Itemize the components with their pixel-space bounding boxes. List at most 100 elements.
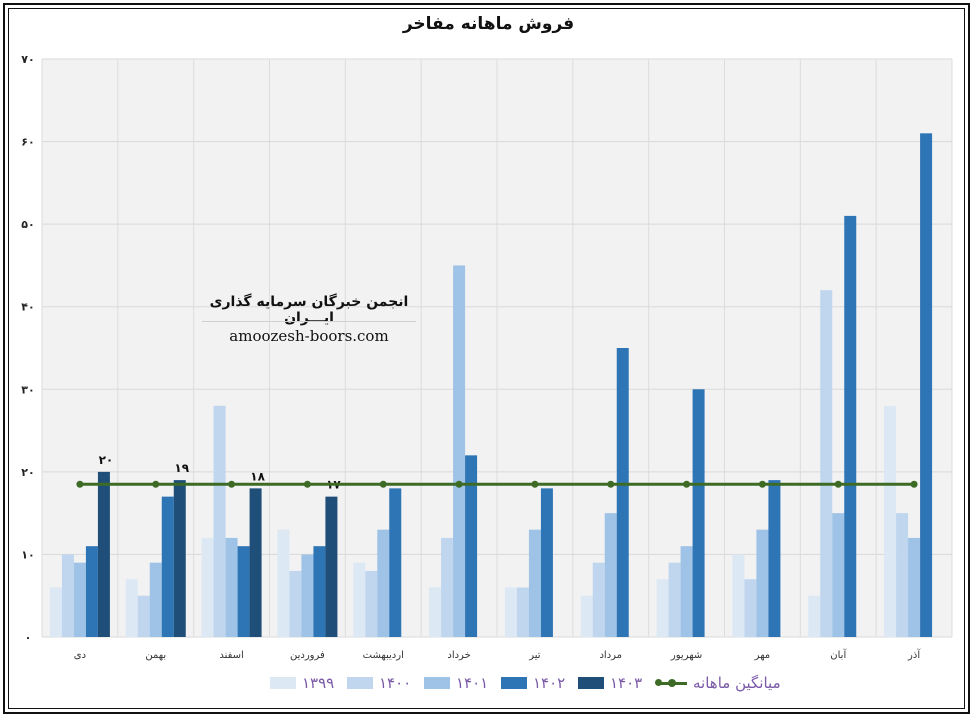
bar-۱۴۰۰ (441, 537, 454, 637)
bar-۱۴۰۱ (908, 537, 921, 637)
bar-۱۴۰۲ (389, 488, 402, 637)
x-tick-label: اردیبهشت (363, 650, 404, 661)
bar-۱۴۰۰ (213, 405, 226, 637)
legend-label: میانگین ماهانه (693, 674, 781, 692)
bar-۱۴۰۲ (768, 480, 781, 637)
y-tick-label: ۴۰ (21, 301, 34, 314)
bar-۱۴۰۰ (61, 554, 74, 637)
legend-label: ۱۴۰۱ (456, 674, 489, 692)
bar-۱۴۰۲ (313, 546, 326, 637)
watermark: انجمن خبرگان سرمایه گذاری ایـــران amooz… (198, 288, 420, 352)
inner-frame (8, 8, 965, 709)
bar-۱۴۰۱ (301, 554, 314, 637)
legend-swatch (270, 677, 296, 689)
bar-۱۴۰۰ (137, 595, 150, 637)
bar-۱۴۰۲ (465, 455, 478, 637)
bar-۱۴۰۰ (668, 562, 681, 637)
bar-۱۴۰۱ (756, 529, 769, 637)
x-tick-label: بهمن (145, 650, 166, 661)
legend-line-swatch (655, 677, 687, 689)
legend-item-1399: ۱۳۹۹ (270, 672, 334, 694)
average-point (152, 480, 160, 488)
bar-۱۴۰۳ (325, 496, 338, 637)
x-tick-label: تیر (528, 650, 541, 661)
bar-۱۳۹۹ (580, 595, 593, 637)
bar-۱۴۰۲ (237, 546, 250, 637)
average-point (76, 480, 84, 488)
bar-۱۳۹۹ (808, 595, 821, 637)
average-point (607, 480, 615, 488)
average-point (531, 480, 539, 488)
data-label: ۲۰ (99, 453, 114, 467)
bar-۱۴۰۲ (161, 496, 174, 637)
x-tick-label: مرداد (599, 650, 622, 661)
bar-۱۳۹۹ (277, 529, 290, 637)
legend-label: ۱۳۹۹ (302, 674, 335, 692)
bar-۱۴۰۳ (249, 488, 262, 637)
data-label: ۱۹ (174, 461, 189, 475)
legend-swatch (501, 677, 527, 689)
average-point (683, 480, 691, 488)
bar-۱۴۰۰ (289, 570, 302, 637)
bar-۱۴۰۲ (540, 488, 553, 637)
bar-۱۴۰۳ (97, 471, 110, 637)
y-tick-label: ۳۰ (21, 383, 34, 396)
legend-label: ۱۴۰۰ (379, 674, 412, 692)
legend-label: ۱۴۰۳ (610, 674, 643, 692)
bar-۱۴۰۰ (592, 562, 605, 637)
x-tick-label: دی (74, 650, 86, 661)
x-tick-label: فروردین (290, 650, 325, 661)
bar-۱۴۰۱ (528, 529, 541, 637)
x-tick-label: آذر (907, 648, 921, 661)
legend-item-average: میانگین ماهانه (655, 672, 781, 694)
chart-title: فروش ماهانه مفاخر (402, 14, 575, 34)
bar-۱۴۰۰ (365, 570, 378, 637)
average-point (758, 480, 766, 488)
data-label: ۱۸ (250, 469, 265, 483)
x-tick-label: اسفند (219, 650, 243, 661)
average-point (303, 480, 311, 488)
x-tick-label: مهر (754, 650, 770, 661)
watermark-title: انجمن خبرگان سرمایه گذاری ایـــران (209, 294, 409, 326)
outer-frame (3, 3, 970, 714)
bar-۱۴۰۲ (844, 215, 857, 637)
average-point (834, 480, 842, 488)
average-point (455, 480, 463, 488)
legend-label: ۱۴۰۲ (533, 674, 566, 692)
legend-item-1402: ۱۴۰۲ (501, 672, 565, 694)
x-tick-label: آبان (830, 648, 847, 661)
bar-۱۳۹۹ (429, 587, 442, 637)
bar-۱۴۰۲ (920, 133, 933, 638)
bar-۱۴۰۰ (820, 290, 833, 637)
legend-item-1400: ۱۴۰۰ (347, 672, 411, 694)
legend-swatch (578, 677, 604, 689)
x-tick-label: شهریور (670, 650, 702, 661)
x-tick-label: خرداد (447, 650, 470, 661)
bar-۱۳۹۹ (353, 562, 366, 637)
bar-۱۳۹۹ (732, 554, 745, 637)
bar-۱۳۹۹ (125, 579, 138, 637)
legend-item-1403: ۱۴۰۳ (578, 672, 642, 694)
bar-۱۴۰۱ (604, 513, 617, 637)
bar-۱۴۰۱ (149, 562, 162, 637)
bar-۱۳۹۹ (884, 405, 897, 637)
average-point (379, 480, 387, 488)
y-tick-label: ۲۰ (21, 466, 34, 479)
bar-۱۴۰۱ (377, 529, 390, 637)
y-tick-label: ۰ (25, 631, 32, 644)
legend-swatch (424, 677, 450, 689)
y-tick-label: ۵۰ (21, 218, 34, 231)
bar-۱۴۰۲ (85, 546, 98, 637)
y-tick-label: ۶۰ (21, 136, 34, 149)
bar-۱۴۰۳ (173, 480, 186, 637)
chart-legend: ۱۳۹۹ ۱۴۰۰ ۱۴۰۱ ۱۴۰۲ ۱۴۰۳ میانگین ماهانه (0, 672, 977, 694)
bar-۱۴۰۰ (744, 579, 757, 637)
bar-۱۳۹۹ (504, 587, 517, 637)
watermark-divider (202, 321, 416, 322)
watermark-url: amoozesh-boors.com (229, 327, 389, 345)
bar-۱۴۰۱ (453, 265, 466, 637)
legend-swatch (347, 677, 373, 689)
bar-۱۳۹۹ (201, 537, 214, 637)
bar-۱۳۹۹ (656, 579, 669, 637)
